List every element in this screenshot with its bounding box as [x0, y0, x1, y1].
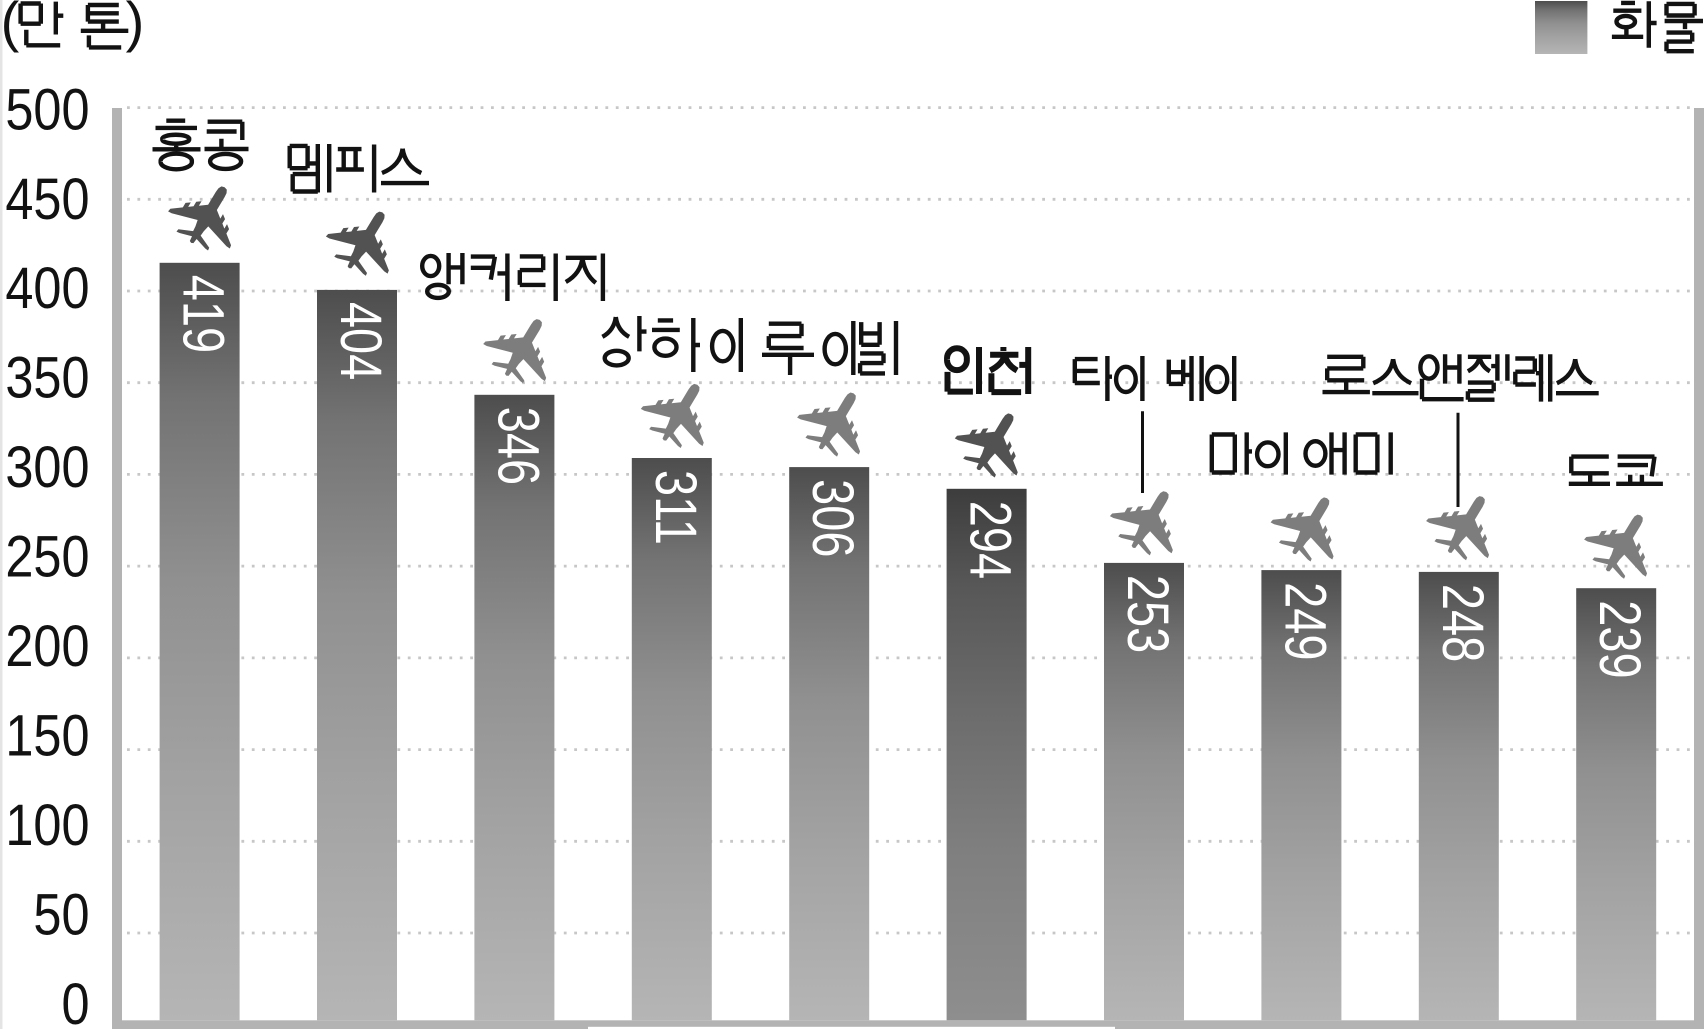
svg-text:200: 200 [5, 614, 89, 679]
svg-text:419: 419 [170, 275, 235, 353]
svg-text:311: 311 [643, 470, 708, 545]
svg-text:300: 300 [5, 435, 89, 500]
svg-text:50: 50 [33, 882, 89, 947]
svg-text:450: 450 [5, 167, 89, 232]
svg-text:249: 249 [1272, 582, 1337, 660]
svg-text:306: 306 [800, 479, 865, 557]
svg-text:0: 0 [61, 972, 89, 1029]
svg-text:350: 350 [5, 345, 89, 410]
svg-text:404: 404 [328, 302, 393, 380]
svg-text:100: 100 [5, 793, 89, 858]
svg-text:400: 400 [5, 256, 89, 321]
svg-text:253: 253 [1115, 575, 1180, 653]
svg-text:250: 250 [5, 524, 89, 589]
svg-text:239: 239 [1587, 600, 1652, 678]
svg-text:(: ( [1, 0, 20, 53]
svg-text:248: 248 [1430, 584, 1495, 662]
svg-text:346: 346 [485, 407, 550, 485]
svg-text:): ) [126, 0, 145, 53]
svg-text:500: 500 [5, 77, 89, 142]
svg-text:294: 294 [957, 501, 1022, 579]
svg-text:150: 150 [5, 703, 89, 768]
